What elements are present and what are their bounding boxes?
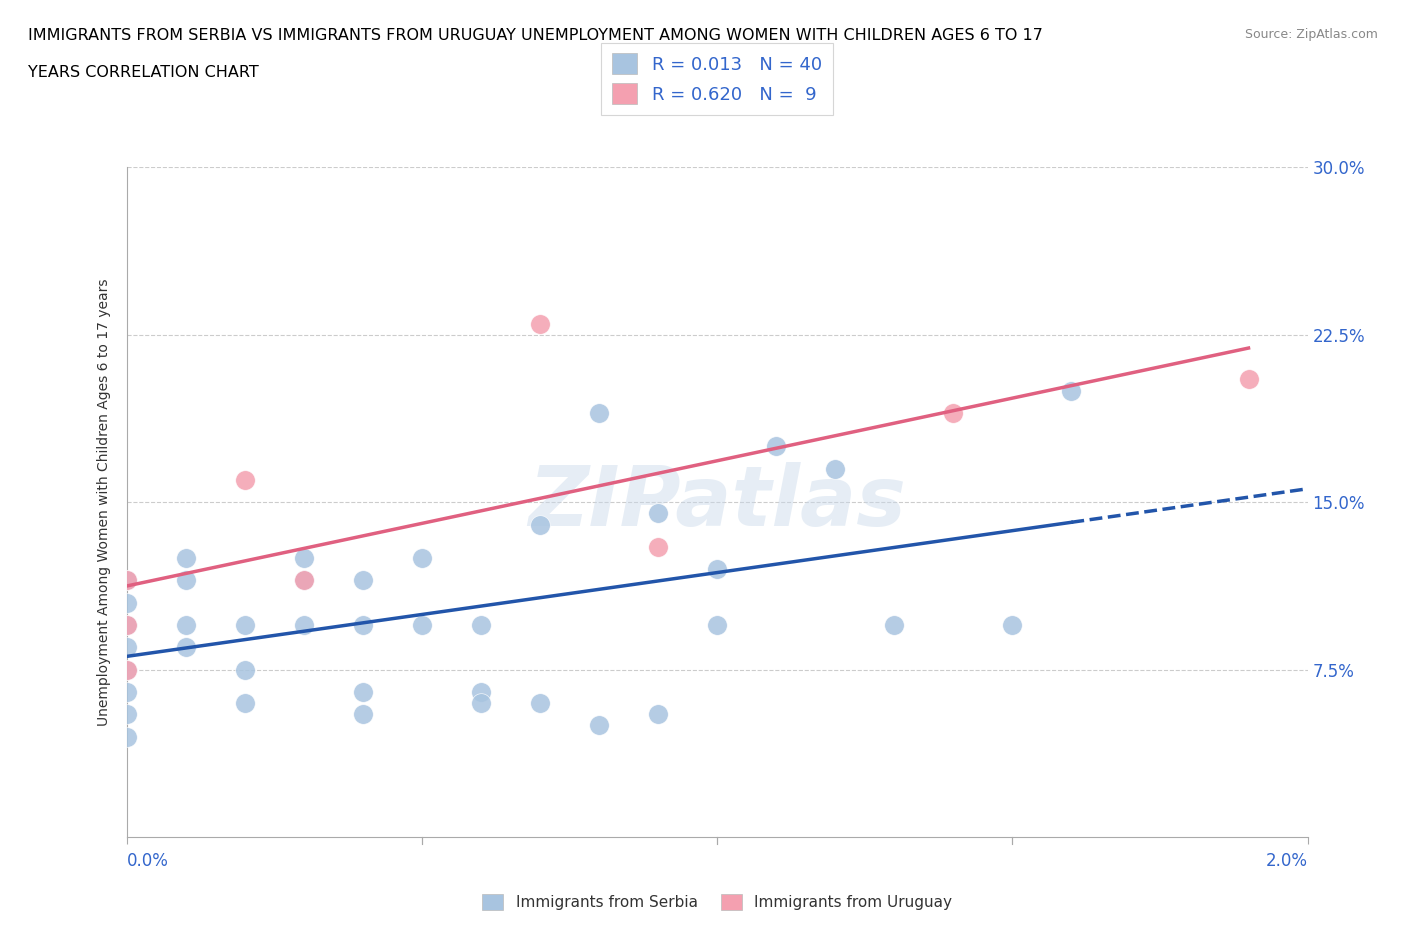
Point: [1060, 383, 1083, 398]
Point: [352, 707, 374, 722]
Point: [647, 539, 669, 554]
Point: [174, 573, 197, 588]
Point: [115, 662, 138, 677]
Point: [529, 316, 551, 331]
Point: [115, 573, 138, 588]
Point: [706, 618, 728, 632]
Point: [115, 573, 138, 588]
Text: IMMIGRANTS FROM SERBIA VS IMMIGRANTS FROM URUGUAY UNEMPLOYMENT AMONG WOMEN WITH : IMMIGRANTS FROM SERBIA VS IMMIGRANTS FRO…: [28, 28, 1043, 43]
Point: [233, 618, 256, 632]
Point: [174, 618, 197, 632]
Point: [115, 618, 138, 632]
Point: [883, 618, 905, 632]
Point: [174, 551, 197, 565]
Text: 2.0%: 2.0%: [1265, 852, 1308, 870]
Point: [1001, 618, 1024, 632]
Point: [292, 573, 315, 588]
Point: [292, 618, 315, 632]
Point: [233, 696, 256, 711]
Point: [352, 618, 374, 632]
Text: ZIPatlas: ZIPatlas: [529, 461, 905, 543]
Point: [115, 707, 138, 722]
Point: [647, 506, 669, 521]
Point: [115, 640, 138, 655]
Point: [411, 618, 433, 632]
Point: [292, 573, 315, 588]
Text: Source: ZipAtlas.com: Source: ZipAtlas.com: [1244, 28, 1378, 41]
Point: [588, 718, 610, 733]
Point: [411, 551, 433, 565]
Point: [352, 684, 374, 699]
Point: [942, 405, 965, 420]
Point: [529, 696, 551, 711]
Point: [115, 684, 138, 699]
Point: [647, 707, 669, 722]
Point: [233, 662, 256, 677]
Point: [115, 729, 138, 744]
Text: YEARS CORRELATION CHART: YEARS CORRELATION CHART: [28, 65, 259, 80]
Text: 0.0%: 0.0%: [127, 852, 169, 870]
Point: [470, 696, 492, 711]
Point: [470, 684, 492, 699]
Legend: Immigrants from Serbia, Immigrants from Uruguay: Immigrants from Serbia, Immigrants from …: [475, 888, 959, 916]
Point: [233, 472, 256, 487]
Point: [352, 573, 374, 588]
Point: [470, 618, 492, 632]
Point: [706, 562, 728, 577]
Point: [588, 405, 610, 420]
Point: [115, 595, 138, 610]
Point: [115, 618, 138, 632]
Y-axis label: Unemployment Among Women with Children Ages 6 to 17 years: Unemployment Among Women with Children A…: [97, 278, 111, 726]
Point: [292, 551, 315, 565]
Point: [1237, 372, 1260, 387]
Point: [529, 517, 551, 532]
Point: [824, 461, 846, 476]
Point: [765, 439, 787, 454]
Point: [115, 662, 138, 677]
Point: [174, 640, 197, 655]
